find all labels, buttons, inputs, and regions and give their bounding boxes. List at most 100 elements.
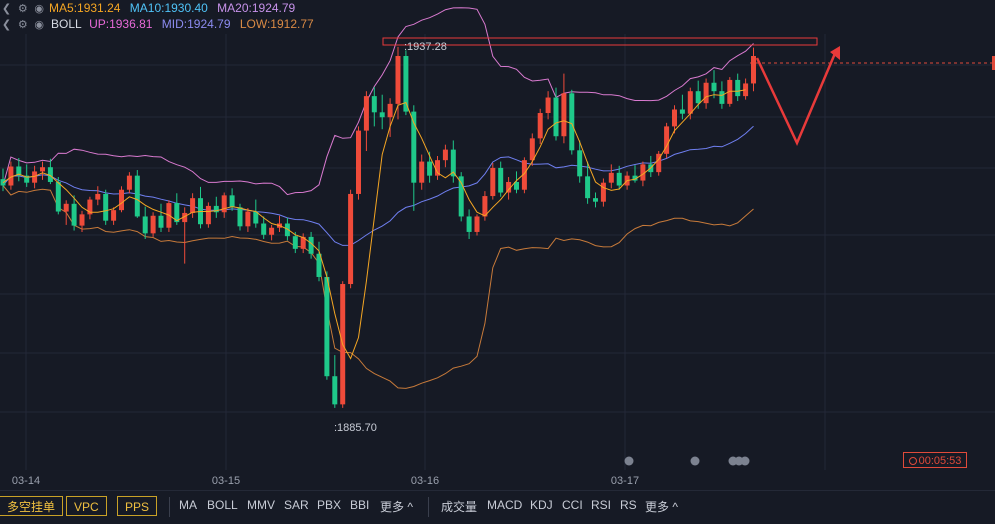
indicator-volume[interactable]: 成交量 xyxy=(441,500,478,514)
candle-body xyxy=(371,96,377,113)
candle-body xyxy=(292,236,298,249)
annotations: :1937.28 :1885.70 xyxy=(334,37,840,434)
x-tick-label: 03-16 xyxy=(411,475,439,487)
candle-body xyxy=(577,150,583,177)
countdown-timer: 00:05:53 xyxy=(903,452,967,468)
grid xyxy=(0,34,995,470)
indicator-ma[interactable]: MA xyxy=(179,498,197,512)
gear-icon[interactable]: ⚙ xyxy=(17,19,28,31)
candle-body xyxy=(640,164,646,181)
boll-mid-value: MID:1924.79 xyxy=(161,17,231,31)
candle-body xyxy=(403,56,409,112)
eye-icon[interactable]: ◉ xyxy=(34,3,44,15)
candle-body xyxy=(79,214,85,226)
candle-body xyxy=(711,82,717,92)
indicator-kdj[interactable]: KDJ xyxy=(530,498,553,512)
candle-body xyxy=(656,153,662,173)
candle-body xyxy=(735,79,741,97)
more-sub-indicators[interactable]: 更多 ^ xyxy=(645,500,678,514)
timer-text: 00:05:53 xyxy=(918,455,962,467)
gear-icon[interactable]: ⚙ xyxy=(17,3,28,15)
candle-body xyxy=(751,56,756,84)
ma20-value: MA20:1924.79 xyxy=(217,1,296,15)
indicator-rs[interactable]: RS xyxy=(620,498,637,512)
candle-body xyxy=(529,138,535,161)
candle-body xyxy=(221,195,227,213)
candle-body xyxy=(395,56,401,104)
high-price-label: :1937.28 xyxy=(404,41,447,53)
candles xyxy=(0,46,756,408)
pps-button[interactable]: PPS xyxy=(117,496,158,516)
candle-body xyxy=(55,181,61,212)
candle-body xyxy=(158,215,164,228)
candle-body xyxy=(205,205,211,225)
candle-body xyxy=(379,112,385,118)
candle-body xyxy=(672,109,677,127)
candle-body xyxy=(585,176,591,199)
candle-body xyxy=(553,97,559,137)
candle-body xyxy=(703,82,709,104)
candle-body xyxy=(561,93,567,137)
candle-body xyxy=(537,113,543,139)
vpc-button[interactable]: VPC xyxy=(66,496,107,516)
candle-body xyxy=(182,212,188,223)
indicator-macd[interactable]: MACD xyxy=(487,498,523,512)
candle-body xyxy=(411,111,417,183)
resistance-box xyxy=(382,37,818,46)
candle-body xyxy=(111,210,117,221)
candle-body xyxy=(687,91,693,114)
chevron-icon[interactable]: ❮ xyxy=(1,19,12,31)
indicator-bbi[interactable]: BBI xyxy=(350,498,370,512)
candle-body xyxy=(450,149,456,177)
candle-body xyxy=(363,96,369,131)
candle-body xyxy=(387,103,393,118)
indicator-cci[interactable]: CCI xyxy=(562,498,583,512)
candle-body xyxy=(498,167,504,193)
candle-body xyxy=(134,175,140,217)
boll-legend: ❮ ⚙ ◉ BOLL UP:1936.81 MID:1924.79 LOW:19… xyxy=(0,16,320,32)
ma-legend: ❮ ⚙ ◉ MA5:1931.24 MA10:1930.40 MA20:1924… xyxy=(0,0,301,16)
eye-icon[interactable]: ◉ xyxy=(34,19,44,31)
candle-body xyxy=(442,149,448,161)
candle-body xyxy=(63,203,69,212)
low-price-label: :1885.70 xyxy=(334,422,377,434)
indicator-rsi[interactable]: RSI xyxy=(591,498,612,512)
price-marker xyxy=(992,56,995,70)
boll-lower-path xyxy=(2,185,754,389)
candle-body xyxy=(245,211,251,227)
ma5-path xyxy=(2,89,746,360)
boll-mid-line xyxy=(2,125,754,246)
candle-body xyxy=(71,203,77,226)
x-tick-label: 03-14 xyxy=(12,475,40,487)
boll-lower-line xyxy=(2,185,754,389)
candle-body xyxy=(695,91,701,104)
indicator-boll[interactable]: BOLL xyxy=(207,498,238,512)
candle-body xyxy=(174,203,180,223)
candle-body xyxy=(142,216,148,234)
candlestick-chart[interactable]: :1937.28:1885.70 03-14 03-15 03-16 03-17 xyxy=(0,0,995,490)
candle-body xyxy=(119,189,124,211)
candle-body xyxy=(727,79,733,104)
clock-icon xyxy=(908,457,917,465)
candle-body xyxy=(190,198,196,213)
candle-body xyxy=(103,193,109,221)
candle-body xyxy=(24,175,30,183)
candle-body xyxy=(600,182,606,202)
x-tick-label: 03-15 xyxy=(212,475,240,487)
boll-upper-path xyxy=(2,7,754,196)
indicator-mmv[interactable]: MMV xyxy=(247,498,275,512)
candle-body xyxy=(8,166,14,186)
chevron-icon[interactable]: ❮ xyxy=(1,3,12,15)
indicator-sar[interactable]: SAR xyxy=(284,498,309,512)
boll-mid-path xyxy=(2,125,754,246)
more-main-indicators[interactable]: 更多 ^ xyxy=(380,500,413,514)
indicator-pbx[interactable]: PBX xyxy=(317,498,342,512)
arrow-head xyxy=(830,46,840,60)
candle-body xyxy=(632,175,638,181)
event-marker-icon xyxy=(690,456,700,466)
candle-body xyxy=(490,167,496,197)
candle-body xyxy=(47,167,53,182)
candle-body xyxy=(427,161,433,176)
candle-body xyxy=(308,236,314,254)
order-book-button[interactable]: 多空挂单 xyxy=(0,496,64,516)
